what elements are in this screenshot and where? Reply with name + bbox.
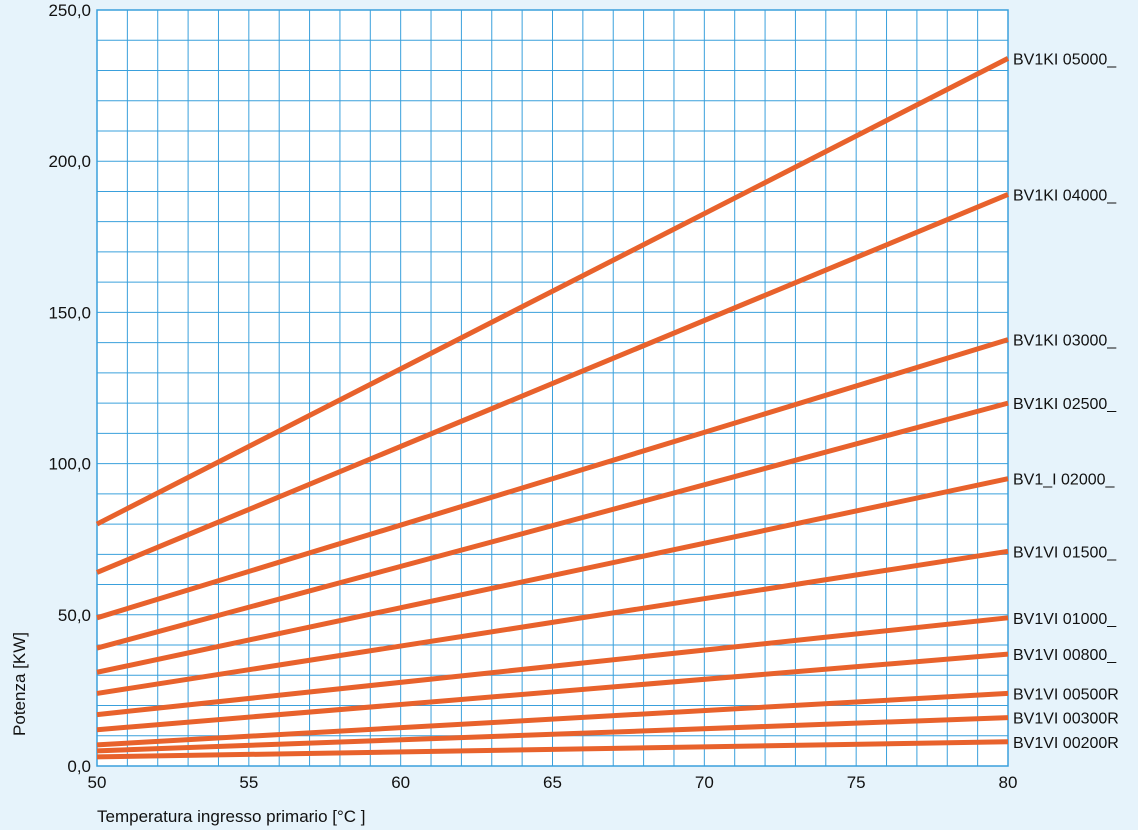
y-axis-title: Potenza [KW] (10, 632, 29, 736)
y-tick-label: 0,0 (67, 757, 91, 776)
y-tick-label: 150,0 (48, 303, 91, 322)
series-label: BV1VI 00200R (1013, 735, 1119, 752)
series-label: BV1KI 02500_ (1013, 396, 1117, 413)
grid (96, 9, 1009, 767)
y-tick-label: 200,0 (48, 152, 91, 171)
y-axis-ticks: 0,0 50,0 100,0 150,0 200,0 250,0 (48, 1, 91, 776)
series-label: BV1VI 00500R (1013, 686, 1119, 703)
x-tick-label: 60 (391, 773, 410, 792)
series-line (96, 651, 1009, 733)
y-tick-label: 250,0 (48, 1, 91, 20)
series-line (96, 548, 1009, 696)
series-label: BV1VI 00300R (1013, 711, 1119, 728)
series-line (96, 615, 1009, 718)
series-line (96, 337, 1009, 621)
series-label: BV1VI 01000_ (1013, 611, 1117, 628)
series-line (96, 690, 1009, 748)
series-label: BV1KI 05000_ (1013, 51, 1117, 68)
series-line (96, 476, 1009, 675)
series-line (96, 715, 1009, 754)
x-axis-ticks: 50 55 60 65 70 75 80 (88, 773, 1018, 792)
x-tick-label: 70 (695, 773, 714, 792)
series-line (96, 192, 1009, 575)
x-tick-label: 80 (999, 773, 1018, 792)
x-tick-label: 65 (543, 773, 562, 792)
y-tick-label: 100,0 (48, 455, 91, 474)
series-line (96, 400, 1009, 651)
plot-border (96, 9, 1009, 767)
series-line (96, 739, 1009, 760)
series-label: BV1VI 00800_ (1013, 647, 1117, 664)
x-tick-label: 75 (847, 773, 866, 792)
y-tick-label: 50,0 (58, 606, 91, 625)
x-tick-label: 55 (239, 773, 258, 792)
series-line (95, 56, 1010, 527)
x-axis-title: Temperatura ingresso primario [°C ] (97, 807, 366, 826)
series-label: BV1KI 03000_ (1013, 333, 1117, 350)
series-lines (95, 56, 1010, 760)
series-labels: BV1KI 05000_ BV1KI 04000_ BV1KI 03000_ BV1K… (1013, 51, 1119, 751)
x-tick-label: 50 (88, 773, 107, 792)
series-label: BV1VI 01500_ (1013, 544, 1117, 561)
series-label: BV1_I 02000_ (1013, 472, 1116, 489)
series-label: BV1KI 04000_ (1013, 187, 1117, 204)
